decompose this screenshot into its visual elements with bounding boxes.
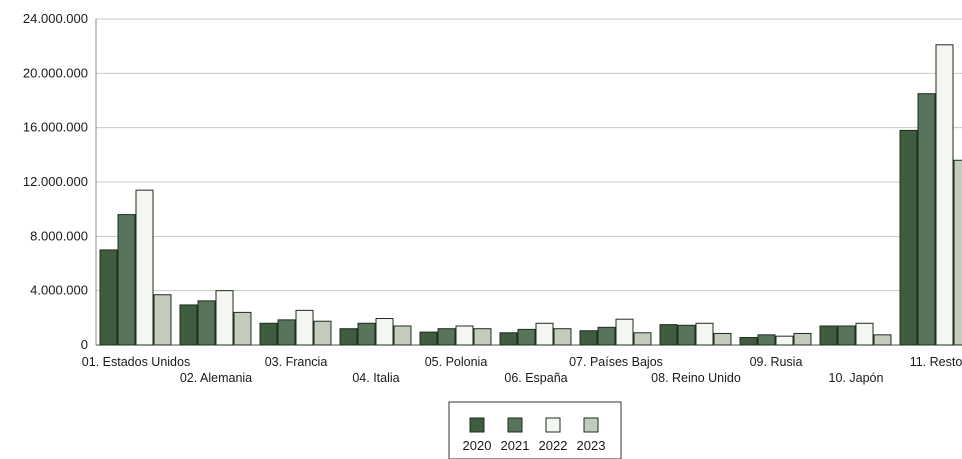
- bar-2020-3: [259, 322, 278, 346]
- legend-swatch-2020: [469, 417, 485, 433]
- x-tick-label: 03. Francia: [265, 355, 328, 369]
- bar-2022-1: [135, 189, 154, 346]
- y-tick-label: 16.000.000: [23, 120, 88, 135]
- x-tick-label: 06. España: [504, 371, 567, 385]
- bar-2022-11: [935, 44, 954, 346]
- bar-2023-7: [633, 332, 652, 346]
- legend-label: 2021: [501, 438, 530, 453]
- x-tick-label: 02. Alemania: [180, 371, 252, 385]
- bar-2022-4: [375, 318, 394, 346]
- bar-2023-5: [473, 328, 492, 346]
- bar-2020-6: [499, 332, 518, 346]
- y-tick-label: 4.000.000: [30, 283, 88, 298]
- y-tick-label: 0: [81, 337, 88, 352]
- bar-2021-6: [517, 328, 536, 346]
- y-axis: 0 4.000.000 8.000.000 12.000.000 16.000.000 2…: [23, 11, 88, 352]
- bar-2022-7: [615, 318, 634, 346]
- bar-2022-5: [455, 325, 474, 346]
- x-tick-label: 11. Resto: [910, 355, 962, 369]
- bar-2023-9: [793, 332, 812, 346]
- x-tick-label: 05. Polonia: [425, 355, 488, 369]
- bar-2021-8: [677, 324, 696, 346]
- bar-2023-11: [953, 159, 962, 346]
- x-tick-label: 10. Japón: [829, 371, 884, 385]
- x-tick-label: 04. Italia: [352, 371, 399, 385]
- x-tick-label: 07. Países Bajos: [569, 355, 663, 369]
- bar-2022-8: [695, 322, 714, 346]
- legend-label: 2022: [539, 438, 568, 453]
- legend-label: 2020: [463, 438, 492, 453]
- bar-2020-10: [819, 325, 838, 346]
- bar-2023-2: [233, 311, 252, 346]
- bar-2020-11: [899, 129, 918, 346]
- y-tick-label: 12.000.000: [23, 174, 88, 189]
- bar-2020-7: [579, 330, 598, 346]
- legend-swatch-2023: [583, 417, 599, 433]
- bar-2021-10: [837, 325, 856, 346]
- bar-2020-8: [659, 324, 678, 346]
- bar-2020-2: [179, 304, 198, 346]
- bar-2020-5: [419, 331, 438, 346]
- x-tick-label: 01. Estados Unidos: [82, 355, 190, 369]
- bar-2021-2: [197, 300, 216, 346]
- bar-2023-1: [153, 294, 172, 346]
- bar-2021-11: [917, 93, 936, 346]
- bar-2021-4: [357, 322, 376, 346]
- bar-2022-10: [855, 322, 874, 346]
- bar-2021-5: [437, 328, 456, 346]
- legend-label: 2023: [577, 438, 606, 453]
- bar-2022-9: [775, 335, 794, 346]
- bar-2020-9: [739, 337, 758, 346]
- bar-2023-6: [553, 328, 572, 346]
- bar-2021-3: [277, 319, 296, 346]
- bar-2021-9: [757, 334, 776, 346]
- y-tick-label: 8.000.000: [30, 228, 88, 243]
- legend: 2020 2021 2022 2023: [448, 401, 622, 459]
- bars: [99, 44, 962, 346]
- bar-2021-7: [597, 326, 616, 346]
- y-tick-label: 24.000.000: [23, 11, 88, 26]
- bar-2023-10: [873, 334, 892, 346]
- bar-2023-3: [313, 320, 332, 346]
- bar-2022-6: [535, 322, 554, 346]
- x-tick-label: 08. Reino Unido: [651, 371, 741, 385]
- bar-2022-2: [215, 290, 234, 346]
- bar-2020-1: [99, 249, 118, 346]
- y-tick-label: 20.000.000: [23, 65, 88, 80]
- bar-2023-8: [713, 332, 732, 346]
- bar-2023-4: [393, 325, 412, 346]
- gridlines: [95, 18, 962, 346]
- x-tick-label: 09. Rusia: [750, 355, 803, 369]
- legend-swatch-2021: [507, 417, 523, 433]
- bar-2021-1: [117, 214, 136, 346]
- bar-2020-4: [339, 328, 358, 346]
- bar-2022-3: [295, 309, 314, 346]
- legend-swatch-2022: [545, 417, 561, 433]
- x-axis: 01. Estados Unidos 02. Alemania 03. Franci…: [82, 355, 962, 385]
